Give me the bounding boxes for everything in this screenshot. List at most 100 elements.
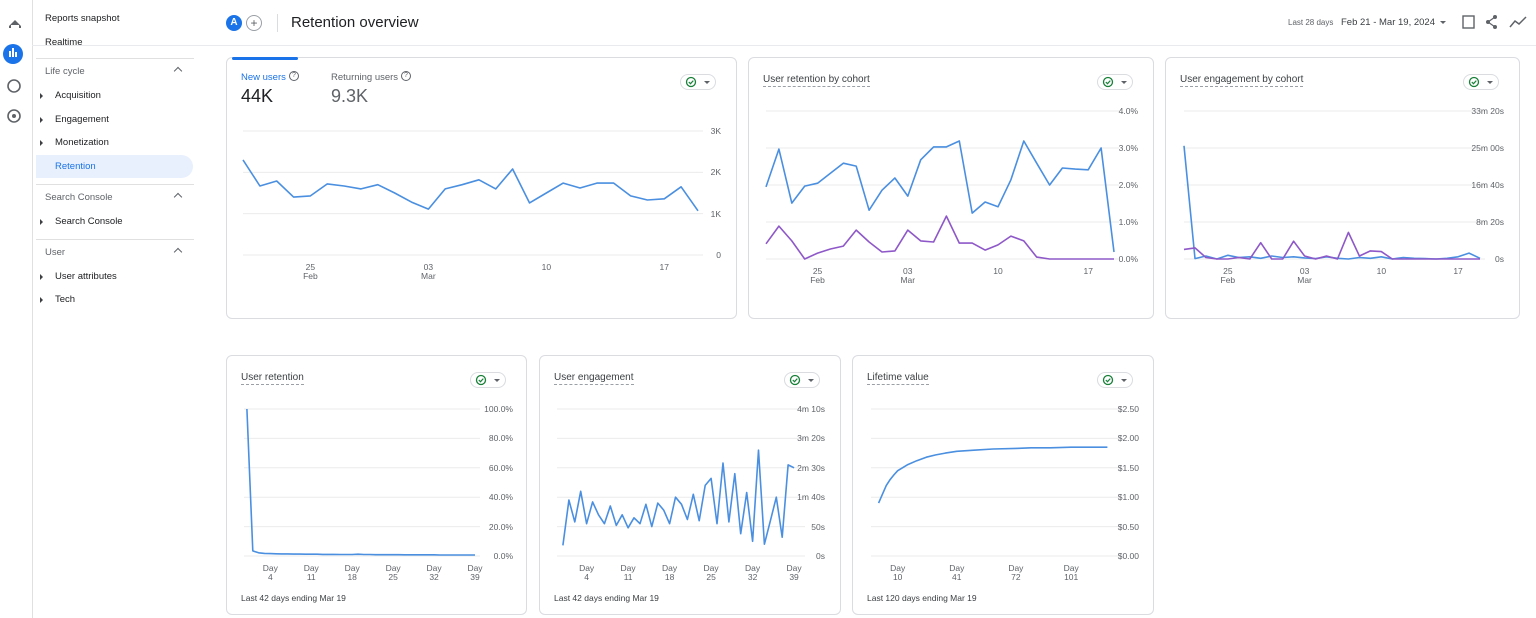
nav-section-line bbox=[36, 238, 194, 240]
card-title: User engagement bbox=[554, 372, 634, 385]
y-tick-label: 1m 40s bbox=[797, 492, 825, 503]
y-tick-label: 3.0% bbox=[1118, 143, 1138, 153]
expand-arrow[interactable] bbox=[40, 218, 43, 225]
expand-arrow[interactable] bbox=[40, 140, 43, 147]
nav-section[interactable]: Life cycle bbox=[45, 66, 85, 77]
y-tick-label: 8m 20s bbox=[1476, 217, 1504, 227]
collapse-chevron[interactable] bbox=[173, 66, 183, 76]
edit-icon[interactable] bbox=[1462, 15, 1475, 29]
nav-link[interactable]: Tech bbox=[55, 294, 76, 306]
pill-icon bbox=[685, 76, 710, 88]
dropdown-arrow bbox=[1121, 379, 1127, 382]
x-tick-label: Day 11 bbox=[620, 563, 636, 582]
check-mark bbox=[1105, 378, 1111, 383]
expand-arrow[interactable] bbox=[40, 297, 43, 304]
y-tick-label: 2.0% bbox=[1118, 180, 1138, 190]
x-tick-label: Day 101 bbox=[1063, 563, 1079, 582]
x-tick-label: 03 Mar bbox=[421, 262, 436, 281]
check-mark bbox=[1105, 80, 1111, 85]
card-title: User retention by cohort bbox=[763, 74, 870, 87]
check-icon bbox=[1468, 76, 1480, 88]
collapse-chevron[interactable] bbox=[173, 247, 183, 256]
date-dropdown[interactable] bbox=[1440, 21, 1446, 24]
x-tick-label: Day 39 bbox=[467, 563, 483, 582]
x-tick-label: Day 18 bbox=[344, 563, 360, 582]
comparison-avatar[interactable]: A bbox=[226, 15, 242, 31]
nav-link[interactable]: Monetization bbox=[55, 137, 109, 149]
card-title: User engagement by cohort bbox=[1180, 74, 1304, 87]
compare-pill[interactable] bbox=[470, 372, 506, 388]
expand-arrow[interactable] bbox=[40, 116, 43, 123]
compare-pill[interactable] bbox=[784, 372, 820, 388]
nav-link[interactable]: Realtime bbox=[45, 37, 83, 48]
y-tick-label: 1K bbox=[710, 208, 721, 219]
tab-label[interactable]: New users bbox=[241, 72, 286, 83]
pill-icon bbox=[789, 374, 814, 386]
dropdown-arrow bbox=[494, 379, 500, 382]
help-icon[interactable]: ? bbox=[401, 71, 411, 81]
home-icon[interactable] bbox=[9, 20, 21, 28]
check-mark bbox=[1471, 80, 1477, 85]
check-mark bbox=[478, 378, 484, 383]
expand-arrow[interactable] bbox=[40, 273, 43, 280]
insights-icon[interactable] bbox=[1509, 16, 1527, 28]
y-tick-label: 0 bbox=[716, 250, 721, 260]
y-tick-label: 60.0% bbox=[488, 462, 513, 473]
check-icon bbox=[475, 374, 487, 386]
x-tick-label: Day 25 bbox=[703, 563, 719, 582]
divider bbox=[277, 14, 278, 32]
page-title: Retention overview bbox=[291, 14, 419, 31]
dropdown-arrow bbox=[808, 379, 814, 382]
check-icon bbox=[1102, 76, 1114, 88]
date-range[interactable]: Feb 21 - Mar 19, 2024 bbox=[1341, 17, 1435, 28]
collapse-chevron[interactable] bbox=[173, 192, 183, 202]
y-tick-label: $0.00 bbox=[1117, 551, 1139, 561]
x-tick-label: 10 bbox=[993, 266, 1003, 276]
expand-arrow[interactable] bbox=[40, 93, 43, 99]
nav-link[interactable]: Engagement bbox=[55, 113, 109, 125]
explore-icon[interactable] bbox=[7, 79, 21, 93]
nav-section[interactable]: Search Console bbox=[45, 191, 113, 203]
check-mark bbox=[688, 80, 694, 85]
header-bar bbox=[32, 0, 1536, 46]
dropdown-arrow bbox=[704, 81, 710, 84]
nav-link[interactable]: Search Console bbox=[55, 215, 123, 227]
nav-link[interactable]: User attributes bbox=[55, 270, 117, 282]
nav-section-line bbox=[36, 183, 194, 185]
check-mark bbox=[792, 378, 798, 383]
advertising-icon[interactable] bbox=[7, 109, 21, 123]
x-tick-label: Day 4 bbox=[579, 563, 595, 582]
y-tick-label: 100.0% bbox=[484, 404, 513, 414]
compare-pill[interactable] bbox=[680, 74, 716, 90]
x-tick-label: 10 bbox=[1376, 266, 1387, 276]
tab-label[interactable]: Returning users bbox=[331, 72, 399, 83]
help-icon[interactable]: ? bbox=[289, 71, 299, 81]
y-tick-label: $1.00 bbox=[1117, 492, 1139, 503]
tab-value[interactable]: 44K bbox=[241, 86, 274, 106]
card-title: User retention bbox=[241, 372, 304, 385]
y-tick-label: $0.50 bbox=[1117, 521, 1139, 532]
nav-link[interactable]: Acquisition bbox=[55, 90, 101, 101]
x-tick-label: Day 18 bbox=[662, 563, 678, 582]
y-tick-label: 0.0% bbox=[493, 551, 513, 561]
compare-pill[interactable] bbox=[1097, 74, 1133, 90]
compare-pill[interactable] bbox=[1463, 74, 1499, 90]
x-tick-label: Day 39 bbox=[786, 563, 802, 582]
nav-link[interactable]: Retention bbox=[55, 161, 96, 173]
nav-link[interactable]: Reports snapshot bbox=[45, 13, 120, 24]
add-comparison[interactable]: + bbox=[246, 15, 262, 31]
x-tick-label: 03 Mar bbox=[900, 266, 916, 285]
pill-icon bbox=[1102, 374, 1127, 386]
date-preset[interactable]: Last 28 days bbox=[1288, 18, 1334, 27]
tab-value[interactable]: 9.3K bbox=[331, 86, 369, 106]
x-tick-label: 17 bbox=[1453, 266, 1463, 276]
y-tick-label: 3m 20s bbox=[797, 433, 825, 444]
x-tick-label: 17 bbox=[659, 262, 670, 272]
x-tick-label: 25 Feb bbox=[1220, 266, 1236, 285]
nav-section[interactable]: User bbox=[45, 246, 66, 258]
pill-icon bbox=[1468, 76, 1493, 88]
pill-icon bbox=[475, 374, 500, 386]
y-tick-label: 16m 40s bbox=[1471, 180, 1504, 190]
dropdown-arrow bbox=[1487, 81, 1493, 84]
compare-pill[interactable] bbox=[1097, 372, 1133, 388]
